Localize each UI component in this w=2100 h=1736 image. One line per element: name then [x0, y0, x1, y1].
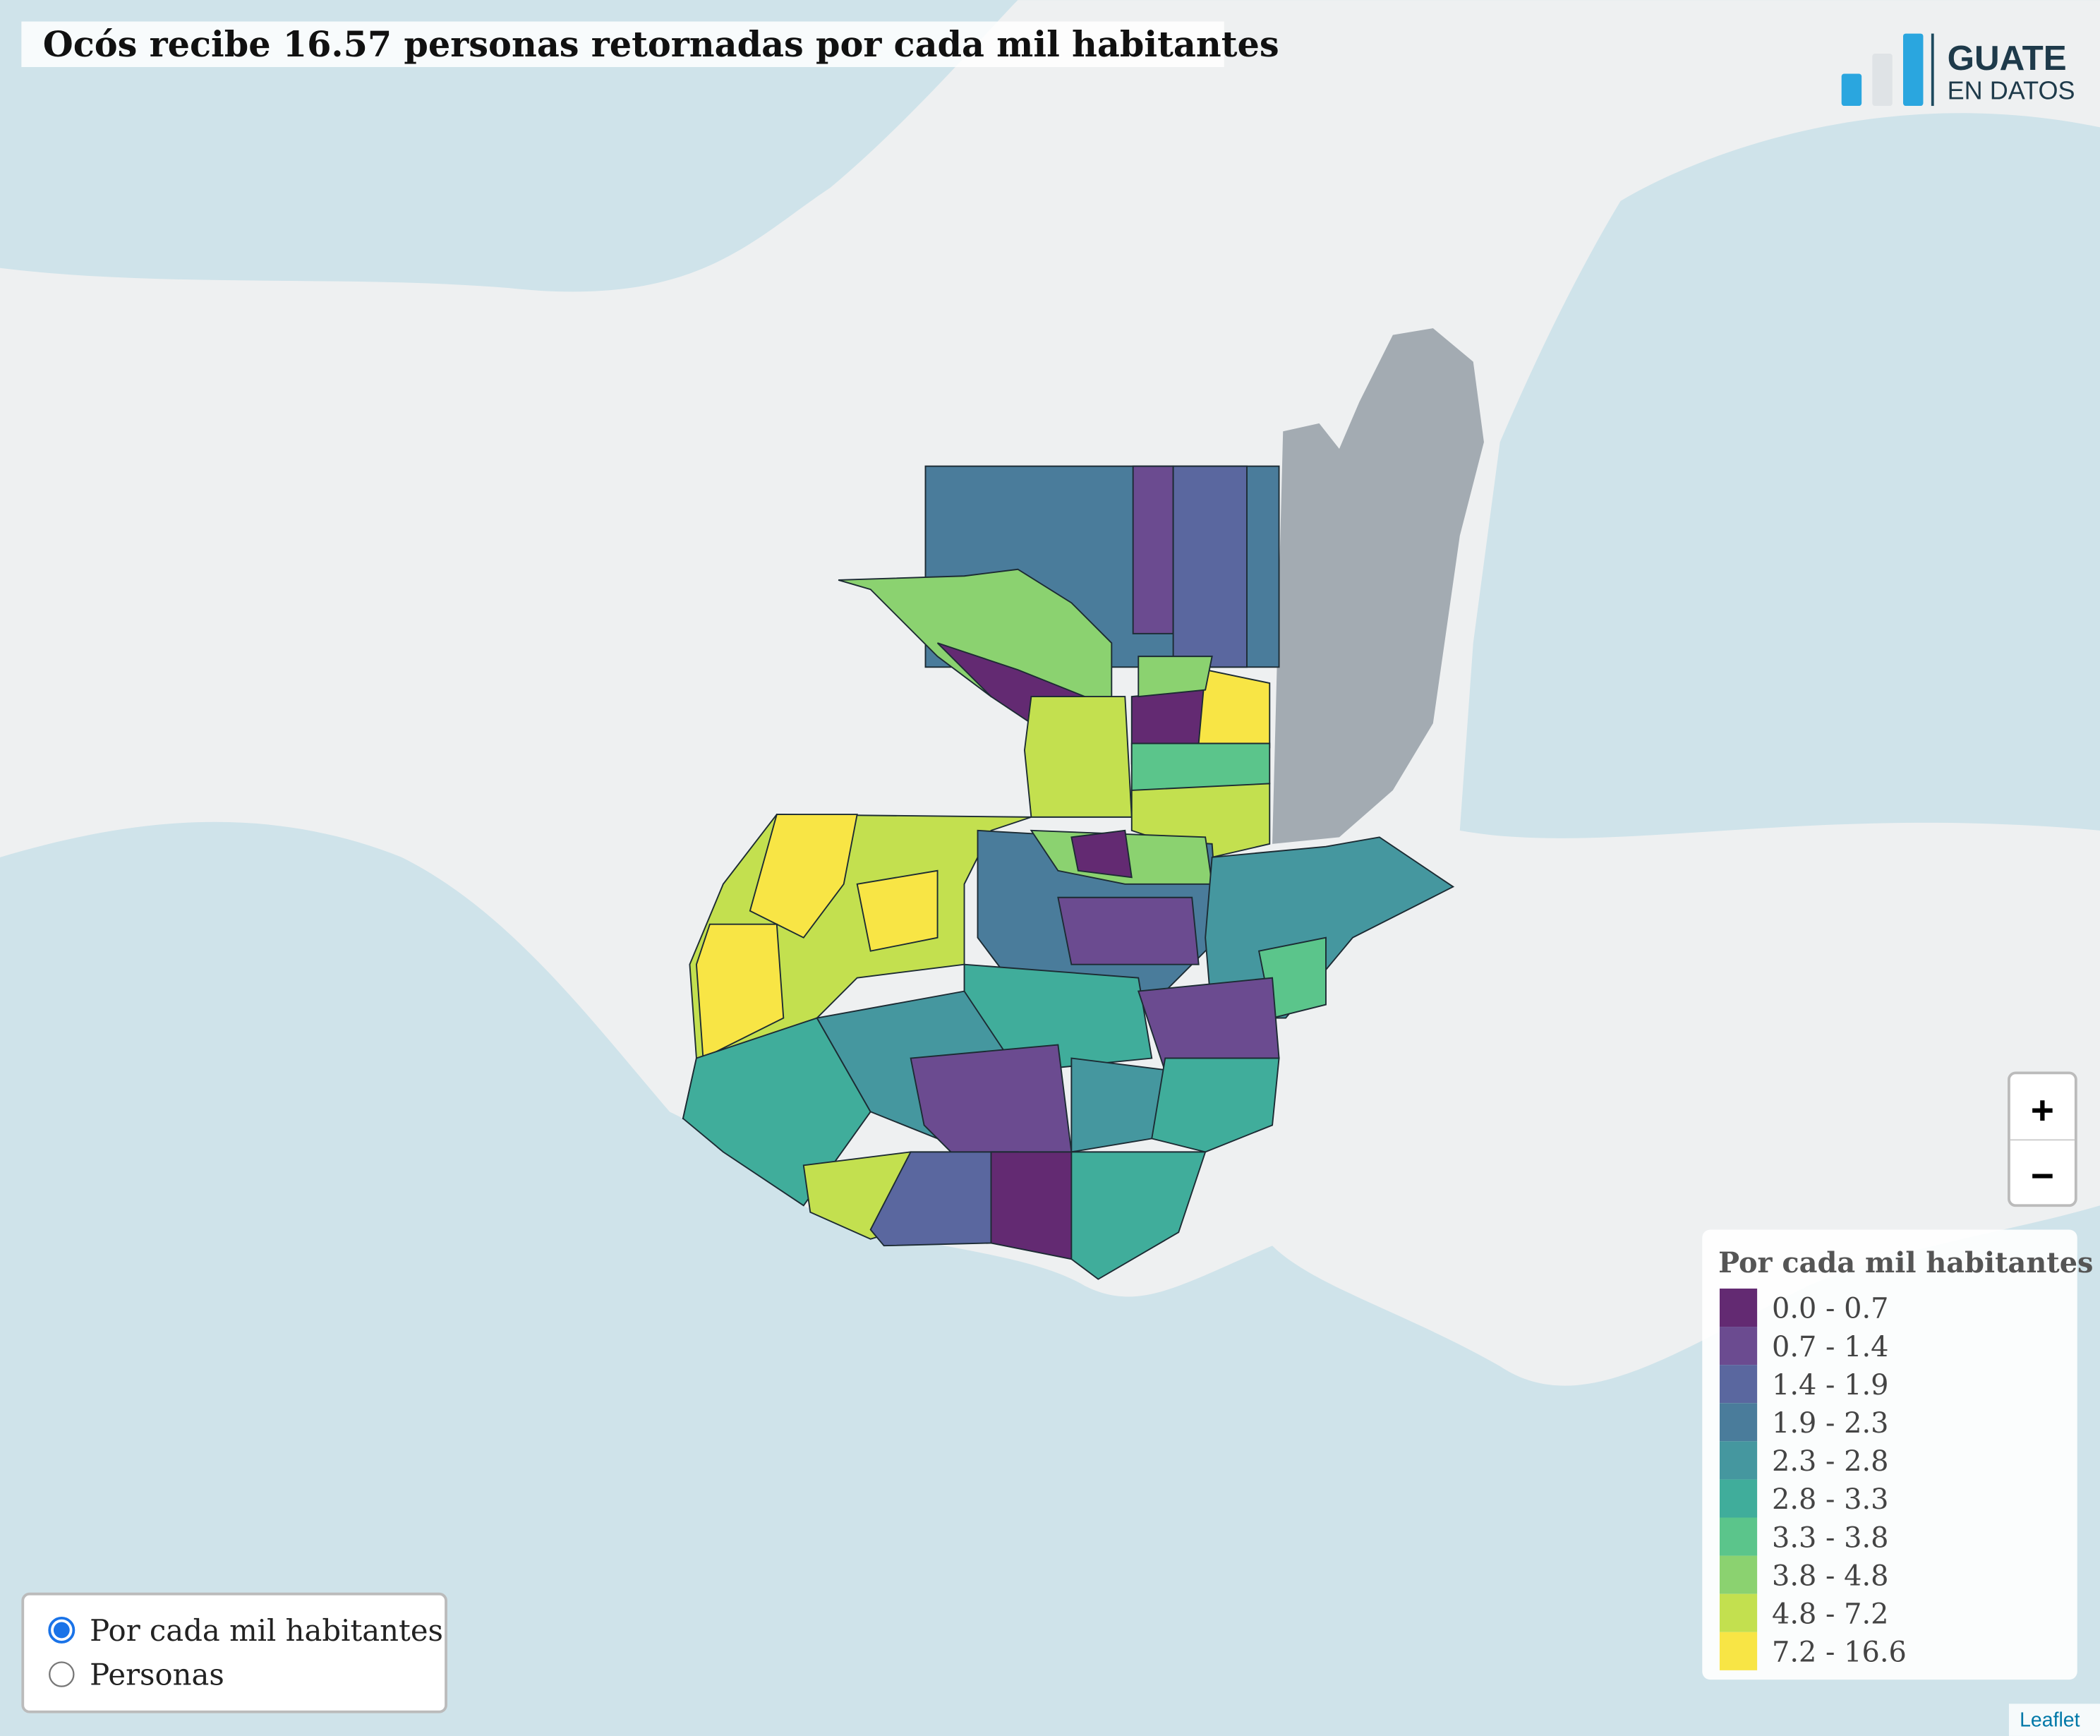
logo-bar	[1841, 73, 1862, 107]
legend-label: 7.2 - 16.6	[1772, 1636, 1907, 1669]
attribution[interactable]: Leaflet	[2020, 1709, 2080, 1732]
legend-swatch	[1719, 1288, 1758, 1327]
legend-label: 2.3 - 2.8	[1772, 1445, 1889, 1478]
title: Ocós recibe 16.57 personas retornadas po…	[43, 24, 1279, 65]
legend-swatch	[1719, 1403, 1758, 1442]
layer-control: Por cada mil habitantes Personas	[21, 1592, 447, 1713]
zoom-in[interactable]: +	[2031, 1088, 2054, 1133]
legend-box	[1702, 1229, 2077, 1680]
layer-box	[21, 1592, 447, 1713]
layer-label[interactable]: Personas	[90, 1658, 224, 1692]
legend-label: 2.8 - 3.3	[1772, 1483, 1889, 1516]
logo: GUATE EN DATOS	[1841, 33, 2075, 107]
radio[interactable]	[49, 1661, 75, 1687]
legend-label: 0.0 - 0.7	[1772, 1293, 1889, 1325]
legend-swatch	[1719, 1441, 1758, 1480]
legend-label: 0.7 - 1.4	[1772, 1331, 1889, 1363]
legend-swatch	[1719, 1479, 1758, 1518]
peten	[838, 465, 1280, 858]
logo-bar	[1903, 33, 1924, 107]
legend-label: 3.8 - 4.8	[1772, 1560, 1889, 1592]
logo-bar	[1872, 54, 1893, 107]
attribution-box	[2008, 1704, 2100, 1736]
legend-swatch	[1719, 1632, 1758, 1670]
legend-label: 1.9 - 2.3	[1772, 1407, 1889, 1440]
legend: Por cada mil habitantes 0.0 - 0.7 0.7 - 1…	[1702, 1229, 2094, 1680]
zoom-out[interactable]: −	[2031, 1154, 2054, 1199]
legend-swatch	[1719, 1593, 1758, 1632]
title-box	[21, 21, 1224, 68]
logo-subtext: EN DATOS	[1948, 76, 2075, 105]
legend-swatch	[1719, 1517, 1758, 1556]
legend-label: 4.8 - 7.2	[1772, 1598, 1889, 1630]
radio-dot	[53, 1622, 70, 1639]
legend-label: 3.3 - 3.8	[1772, 1521, 1889, 1554]
legend-swatch	[1719, 1365, 1758, 1404]
legend-swatch	[1719, 1555, 1758, 1594]
legend-label: 1.4 - 1.9	[1772, 1369, 1889, 1402]
layer-label[interactable]: Por cada mil habitantes	[90, 1613, 443, 1648]
south	[682, 814, 1455, 1280]
legend-title: Por cada mil habitantes	[1718, 1247, 2093, 1279]
legend-swatch	[1719, 1327, 1758, 1366]
zoom-control: + −	[2008, 1071, 2077, 1207]
logo-text: GUATE	[1948, 39, 2067, 78]
belize	[1272, 328, 1484, 844]
logo-divider	[1931, 33, 1934, 107]
